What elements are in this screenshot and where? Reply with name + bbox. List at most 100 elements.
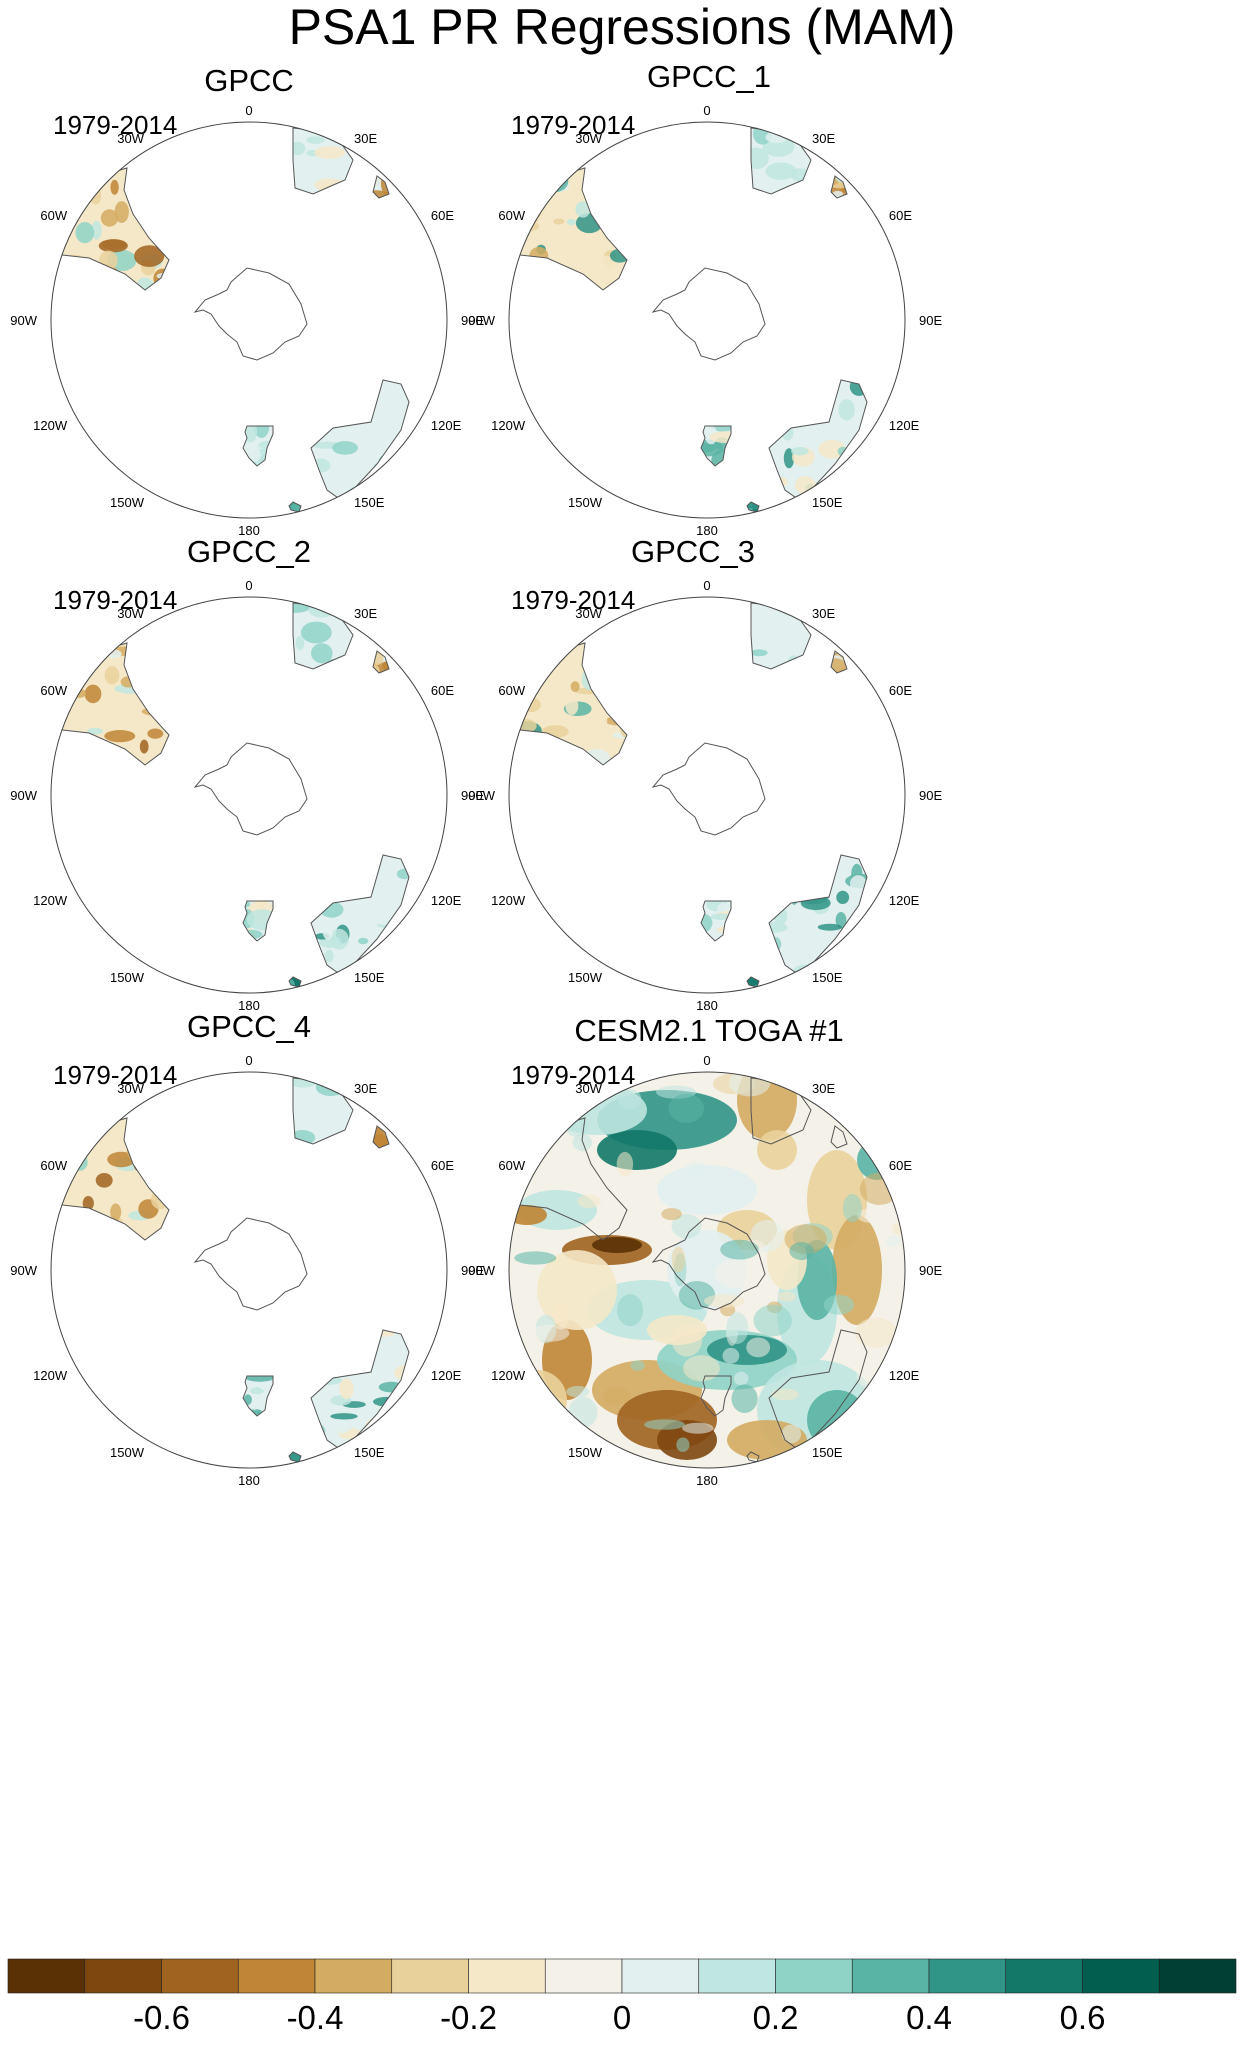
coastline-madagascar: [372, 650, 390, 674]
coastline-antarctica: [651, 1217, 766, 1311]
field-blob: [389, 461, 409, 483]
field-blob: [757, 1130, 797, 1170]
field-blob: [53, 662, 69, 684]
lon-label: 30W: [575, 606, 602, 621]
panel-title: CESM2.1 TOGA #1: [574, 1013, 843, 1048]
field-blob: [542, 168, 559, 187]
field-blob: [357, 937, 369, 945]
field-blob: [390, 1413, 409, 1422]
map-border: [50, 1071, 448, 1469]
field-blob: [589, 255, 620, 277]
panel-period: 1979-2014: [53, 585, 177, 615]
field-blob: [826, 478, 857, 487]
coastline-antarctica: [193, 742, 308, 836]
field-blob: [857, 1208, 885, 1223]
field-blob: [518, 663, 547, 672]
field-blob: [53, 1129, 81, 1145]
field-blob: [885, 1235, 901, 1247]
coastline-nz: [242, 900, 274, 942]
coastline-madagascar: [830, 650, 848, 674]
field-blob: [831, 658, 846, 673]
lon-label: 30W: [117, 1081, 144, 1096]
field-blob: [714, 1259, 757, 1288]
field-blob: [147, 728, 164, 739]
field-blob: [575, 201, 591, 218]
coastline-nz: [242, 425, 274, 467]
field-blob: [534, 178, 555, 191]
lon-label: 180: [238, 998, 260, 1013]
field-blob: [139, 739, 149, 754]
field-blob: [577, 1194, 601, 1208]
field-blob: [570, 681, 580, 692]
lon-label: 120E: [431, 893, 462, 908]
colorbar-swatch: [84, 1958, 162, 1994]
field-blob: [330, 1413, 358, 1420]
lon-label: 120E: [889, 1368, 920, 1383]
field-blob: [316, 1118, 326, 1134]
lon-label: 90W: [468, 313, 495, 328]
lon-label: 90W: [468, 1263, 495, 1278]
field-blob: [713, 1143, 728, 1167]
colorbar-tick-label: -0.2: [440, 1999, 497, 2036]
field-blob: [789, 1242, 814, 1261]
lon-label: 120W: [33, 1368, 68, 1383]
field-blob: [817, 923, 843, 931]
lon-label: 120W: [491, 1368, 526, 1383]
lon-label: 90E: [919, 1263, 942, 1278]
panel-period: 1979-2014: [53, 1060, 177, 1090]
colorbar-swatch: [1082, 1958, 1160, 1994]
map-panel: 0 30E 60E 90E 120E 150E 180 150W 120W 90W 60W 30W GP…: [10, 534, 484, 1013]
field-blob: [753, 1304, 792, 1337]
field-blob: [891, 1223, 905, 1235]
field-blob: [86, 1136, 109, 1153]
coastline-tas: [746, 976, 760, 988]
field-blob: [854, 1317, 897, 1348]
coastline-australia: [768, 1329, 868, 1451]
lon-label: 180: [238, 1473, 260, 1488]
field-blob: [355, 902, 371, 922]
lon-label: 150E: [354, 1445, 385, 1460]
field-blob: [568, 1397, 598, 1428]
field-blob: [555, 168, 573, 178]
field-blob: [300, 621, 332, 644]
coastline-antarctica: [193, 1217, 308, 1311]
lon-label: 60E: [889, 683, 912, 698]
lon-label: 150E: [812, 495, 843, 510]
field-blob: [294, 1100, 324, 1118]
field-blob: [559, 168, 577, 179]
coastline-australia: [310, 379, 410, 501]
colorbar: -0.6 -0.4 -0.2 0 0.2 0.4 0.6: [7, 1958, 1237, 2036]
map-panel: 0 30E 60E 90E 120E 150E 180 150W 120W 90W 60W 30W GP…: [468, 534, 942, 1013]
field-blob: [531, 1324, 570, 1342]
field-blob: [733, 1371, 749, 1386]
lon-label: 30E: [812, 131, 835, 146]
field-blob: [54, 643, 86, 651]
field-blob: [603, 1387, 631, 1406]
lon-label: 90E: [919, 788, 942, 803]
lon-label: 60W: [40, 208, 67, 223]
field-blob: [842, 1194, 862, 1223]
field-blob: [668, 1093, 705, 1123]
field-blob: [541, 643, 563, 656]
field-blob: [731, 1384, 758, 1413]
colorbar-swatch: [851, 1958, 930, 1994]
field-blob: [755, 621, 777, 636]
field-blob: [684, 1161, 708, 1180]
colorbar-swatch: [1005, 1958, 1083, 1994]
colorbar-swatch: [775, 1958, 853, 1994]
field-blob: [110, 179, 119, 195]
field-blob: [616, 1151, 634, 1177]
field-blob: [110, 1203, 122, 1221]
field-blob: [104, 730, 136, 743]
coastline-australia: [768, 379, 868, 501]
map-border: [508, 121, 906, 519]
field-blob: [314, 146, 346, 159]
lon-label: 90W: [10, 1263, 37, 1278]
field-blob: [771, 1388, 800, 1401]
coastline-nz: [242, 1375, 274, 1417]
field-blob: [95, 1173, 113, 1188]
map-border: [508, 1071, 906, 1469]
field-blob: [524, 666, 550, 678]
panel-title: GPCC_1: [647, 59, 771, 94]
lon-label: 120W: [33, 893, 68, 908]
